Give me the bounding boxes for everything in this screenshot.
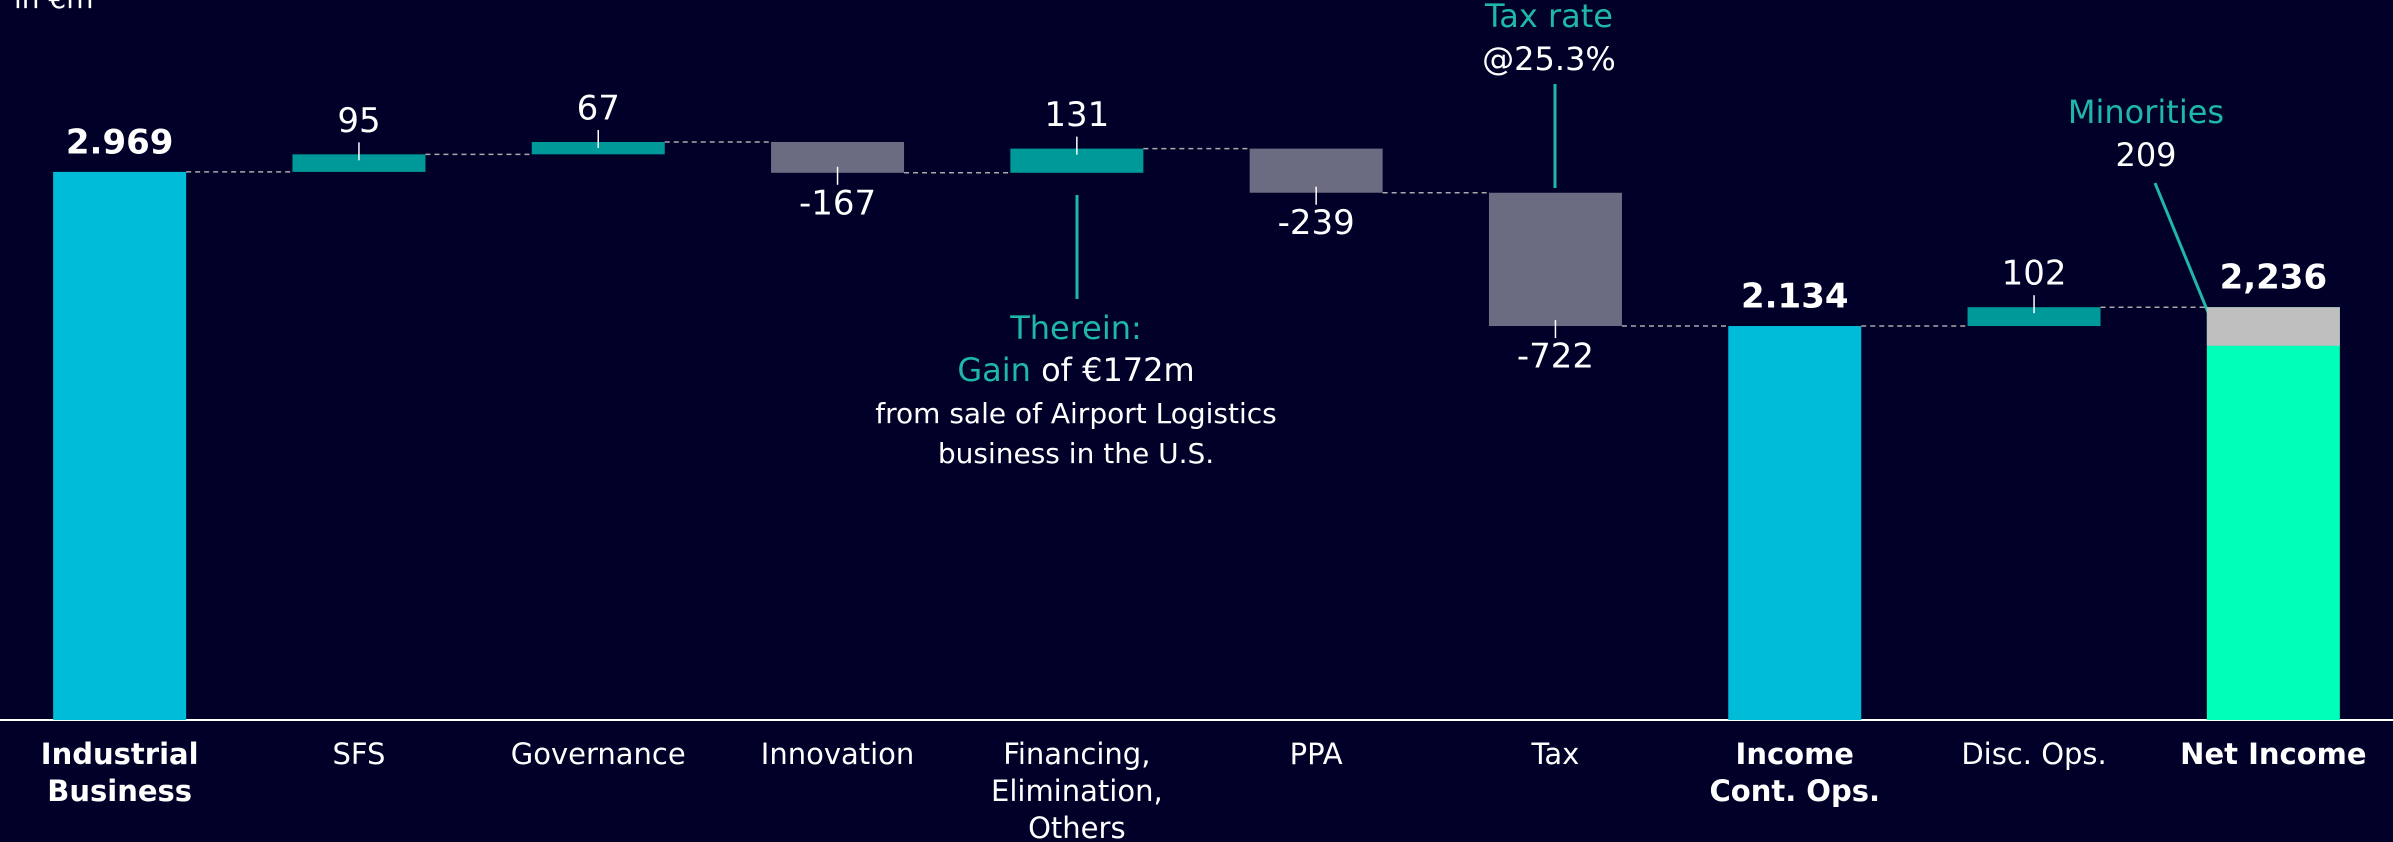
value-label: 2,236 — [2220, 258, 2328, 298]
bar — [1488, 192, 1622, 327]
bar — [1728, 326, 1862, 720]
annotation-line — [2153, 182, 2212, 318]
x-tick-label: Tax — [1531, 737, 1580, 771]
annotation: business in the U.S. — [938, 437, 1214, 470]
x-tick-label: Net Income — [2180, 737, 2367, 771]
annotation: @25.3% — [1482, 40, 1616, 78]
x-tick-label: SFS — [332, 737, 386, 771]
value-label: 2.134 — [1741, 277, 1849, 317]
minorities-segment — [2206, 307, 2340, 346]
bar — [1249, 148, 1383, 193]
value-label: 95 — [337, 101, 380, 141]
value-label: -722 — [1517, 337, 1594, 377]
annotation: Therein: — [1009, 309, 1142, 347]
bar — [292, 154, 426, 172]
value-label: 131 — [1044, 95, 1109, 135]
x-tick-label: Disc. Ops. — [1961, 737, 2107, 771]
annotation: 209 — [2115, 136, 2176, 174]
value-label: 2.969 — [66, 122, 174, 162]
annotation: Tax rate — [1484, 0, 1613, 35]
annotation: Gain of €172m — [957, 351, 1194, 389]
bar — [2206, 307, 2340, 720]
annotation: of €172m — [1041, 351, 1195, 389]
x-tick-label: Income Cont. Ops. — [1709, 737, 1881, 808]
bar — [1967, 307, 2101, 327]
annotation: Minorities — [2068, 93, 2224, 131]
bar — [531, 141, 665, 155]
annotation: Gain — [957, 351, 1031, 389]
x-tick-label: Industrial Business — [40, 737, 199, 808]
x-tick-label: Innovation — [760, 737, 915, 771]
subtitle: in €m — [14, 0, 94, 15]
annotation: from sale of Airport Logistics — [875, 397, 1276, 430]
value-label: 67 — [577, 88, 620, 128]
x-tick-label: Governance — [510, 737, 686, 771]
value-label: 102 — [2002, 254, 2067, 294]
bar — [53, 171, 187, 720]
x-tick-label: PPA — [1289, 737, 1343, 771]
value-label: -167 — [799, 183, 876, 223]
value-label: -239 — [1278, 203, 1355, 243]
x-tick-label: Financing, Elimination, Others — [991, 737, 1163, 842]
